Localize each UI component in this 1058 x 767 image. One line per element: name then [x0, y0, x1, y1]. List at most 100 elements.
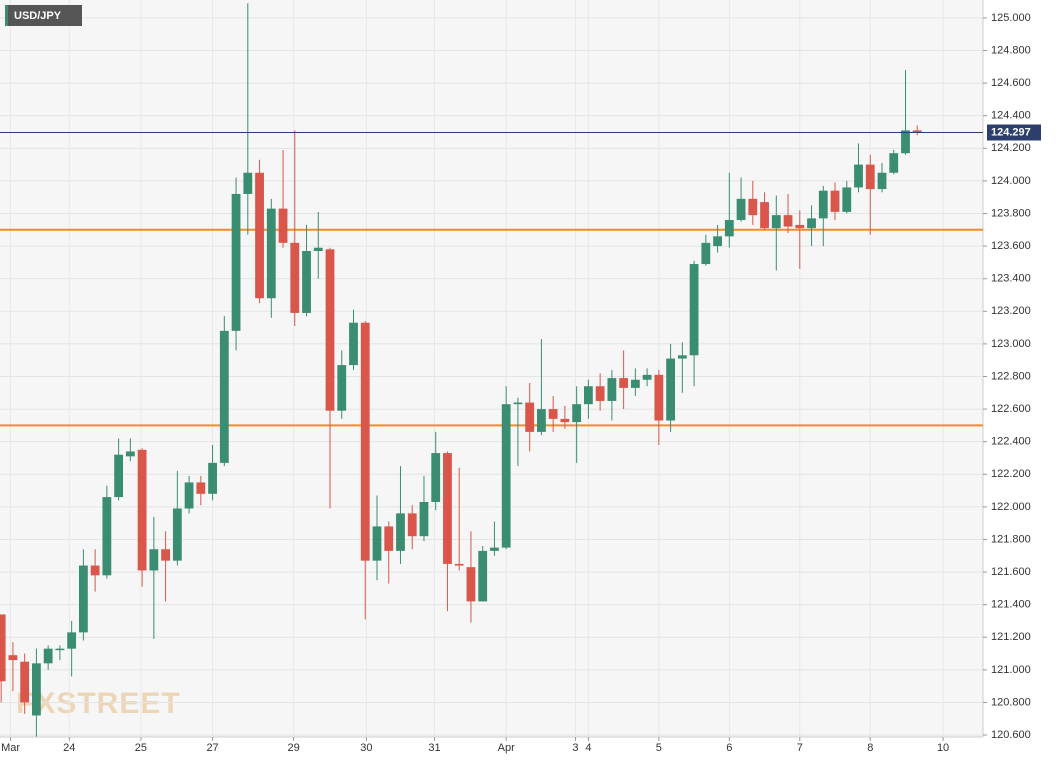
candle-body — [243, 172, 253, 194]
candle-body — [90, 565, 100, 576]
candle-body — [396, 513, 405, 551]
candle-body — [8, 655, 18, 661]
x-tick-label: 10 — [937, 742, 949, 754]
candle-body — [184, 482, 194, 509]
candle-body — [701, 242, 711, 265]
y-tick-label: 124.000 — [991, 175, 1031, 187]
y-tick-label: 122.600 — [991, 403, 1031, 415]
candle-body — [278, 208, 288, 243]
x-tick-label: 3 — [572, 742, 578, 754]
candle-body — [349, 322, 358, 366]
x-tick-label: 27 — [206, 742, 218, 754]
y-tick-label: 121.400 — [991, 599, 1031, 611]
y-tick-label: 121.600 — [991, 566, 1031, 578]
candle-body — [384, 526, 394, 551]
x-tick-label: 8 — [867, 742, 873, 754]
chart-title: USD/JPY — [14, 10, 62, 22]
candle-body — [219, 330, 229, 463]
y-tick-label: 123.400 — [991, 273, 1031, 285]
candle-body — [208, 462, 217, 494]
candle-body — [149, 549, 159, 571]
candle-body — [724, 220, 734, 237]
candle-body — [736, 198, 746, 221]
candle-body — [125, 451, 135, 457]
candle-body — [537, 409, 546, 432]
candle-body — [55, 648, 65, 651]
last-price-box — [987, 124, 1041, 141]
y-tick-label: 124.400 — [991, 110, 1031, 122]
candle-body — [560, 418, 570, 423]
candle-body — [290, 242, 300, 313]
x-tick-label: 7 — [797, 742, 803, 754]
candle-body — [889, 153, 899, 173]
candle-body — [372, 526, 382, 561]
candle-body — [466, 567, 476, 602]
candle-body — [161, 549, 170, 561]
candle-body — [302, 250, 311, 313]
candle-body — [865, 164, 875, 190]
candle-body — [912, 130, 922, 133]
x-tick-label: 31 — [428, 742, 440, 754]
last-price-label: 124.297 — [991, 126, 1031, 138]
candle-body — [78, 565, 88, 633]
candle-body — [713, 236, 722, 247]
y-tick-label: 123.600 — [991, 240, 1031, 252]
y-tick-label: 122.800 — [991, 370, 1031, 382]
candle-body — [67, 632, 77, 649]
candle-body — [595, 386, 605, 401]
candle-body — [795, 224, 805, 229]
y-tick-label: 122.400 — [991, 436, 1031, 448]
title-badge-accent — [5, 5, 8, 26]
candle-body — [854, 164, 863, 188]
candle-body — [501, 404, 511, 548]
candle-body — [137, 449, 147, 571]
candle-body — [231, 193, 241, 331]
candle-body — [654, 374, 664, 421]
candle-body — [877, 172, 887, 190]
x-tick-label: Mar — [1, 742, 20, 754]
candle-body — [619, 378, 629, 388]
candle-body — [677, 355, 687, 359]
y-tick-label: 123.000 — [991, 338, 1031, 350]
candle-body — [454, 563, 464, 566]
candle-body — [102, 497, 112, 576]
candle-body — [513, 402, 523, 405]
y-tick-label: 122.200 — [991, 468, 1031, 480]
candle-body — [172, 508, 182, 561]
candle-body — [818, 190, 828, 219]
candle-body — [114, 454, 124, 498]
candle-body — [630, 379, 640, 388]
candle-body — [407, 513, 417, 537]
candle-body — [43, 648, 53, 664]
y-tick-label: 124.600 — [991, 77, 1031, 89]
candle-body — [478, 550, 488, 602]
candle-body — [583, 386, 593, 405]
candle-body — [642, 374, 652, 380]
candle-body — [548, 409, 558, 419]
candle-body — [689, 264, 699, 356]
candle-body — [901, 130, 910, 154]
candle-body — [0, 614, 6, 682]
x-tick-label: Apr — [498, 742, 515, 754]
candle-body — [20, 661, 30, 703]
candle-body — [525, 402, 535, 432]
y-tick-label: 125.000 — [991, 12, 1031, 24]
candle-body — [830, 190, 840, 212]
candle-body — [443, 453, 452, 564]
candle-body — [748, 198, 758, 216]
candle-body — [313, 247, 323, 251]
candle-body — [419, 501, 429, 537]
candle-body — [325, 249, 335, 411]
plot-background — [0, 0, 983, 737]
candle-body — [771, 215, 781, 229]
y-tick-label: 124.800 — [991, 44, 1031, 56]
watermark: FXSTREET — [16, 687, 181, 720]
candle-body — [783, 215, 793, 227]
y-tick-label: 123.800 — [991, 207, 1031, 219]
y-tick-label: 120.600 — [991, 729, 1031, 741]
x-tick-label: 29 — [287, 742, 299, 754]
y-tick-label: 121.000 — [991, 664, 1031, 676]
y-tick-label: 124.200 — [991, 142, 1031, 154]
y-tick-label: 123.200 — [991, 305, 1031, 317]
